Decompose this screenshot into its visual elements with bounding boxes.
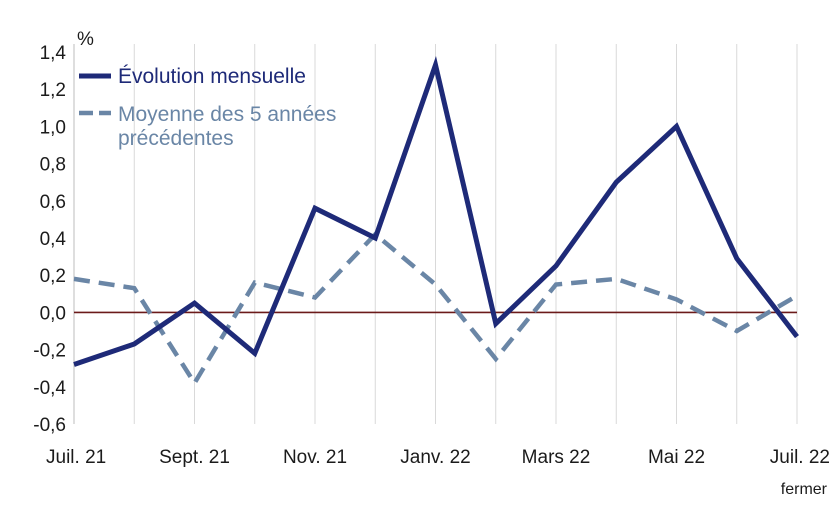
y-tick-label: 1,2	[40, 80, 66, 101]
legend-label-line: Moyenne des 5 années	[118, 103, 336, 126]
close-button[interactable]: fermer	[780, 481, 827, 498]
y-tick-label: 0,6	[40, 192, 66, 213]
x-tick-label: Janv. 22	[400, 447, 470, 468]
series-line-monthly	[73, 56, 799, 367]
y-tick-label: -0,2	[33, 341, 66, 362]
legend-label-monthly: Évolution mensuelle	[118, 65, 306, 88]
x-tick-label: Sept. 21	[159, 447, 230, 468]
x-tick-label: Juil. 22	[770, 447, 830, 468]
legend: Évolution mensuelle Moyenne des 5 années p…	[79, 65, 336, 150]
x-tick-label: Nov. 21	[283, 447, 347, 468]
y-axis-unit-label: %	[77, 29, 94, 50]
y-axis: -0,6 -0,4 -0,2 0,0 0,2 0,4 0,6 0,8 1,0 1,2 1,4	[33, 43, 66, 436]
y-tick-label: -0,4	[33, 378, 66, 399]
y-tick-label: 1,4	[40, 43, 67, 64]
y-tick-label: -0,6	[33, 415, 66, 436]
legend-label-line: précédentes	[118, 127, 234, 150]
y-tick-label: 0,0	[40, 303, 66, 324]
series-group	[73, 56, 799, 388]
y-tick-label: 0,8	[40, 155, 66, 176]
y-tick-label: 0,4	[40, 229, 67, 250]
series-line-average	[73, 231, 799, 388]
x-tick-label: Juil. 21	[46, 447, 106, 468]
legend-label-average: Moyenne des 5 années précédentes	[118, 103, 336, 150]
x-axis: Juil. 21 Sept. 21 Nov. 21 Janv. 22 Mars 22 Ma…	[46, 447, 830, 468]
x-tick-label: Mai 22	[648, 447, 705, 468]
y-tick-label: 0,2	[40, 266, 66, 287]
x-tick-label: Mars 22	[522, 447, 591, 468]
y-tick-label: 1,0	[40, 117, 66, 138]
